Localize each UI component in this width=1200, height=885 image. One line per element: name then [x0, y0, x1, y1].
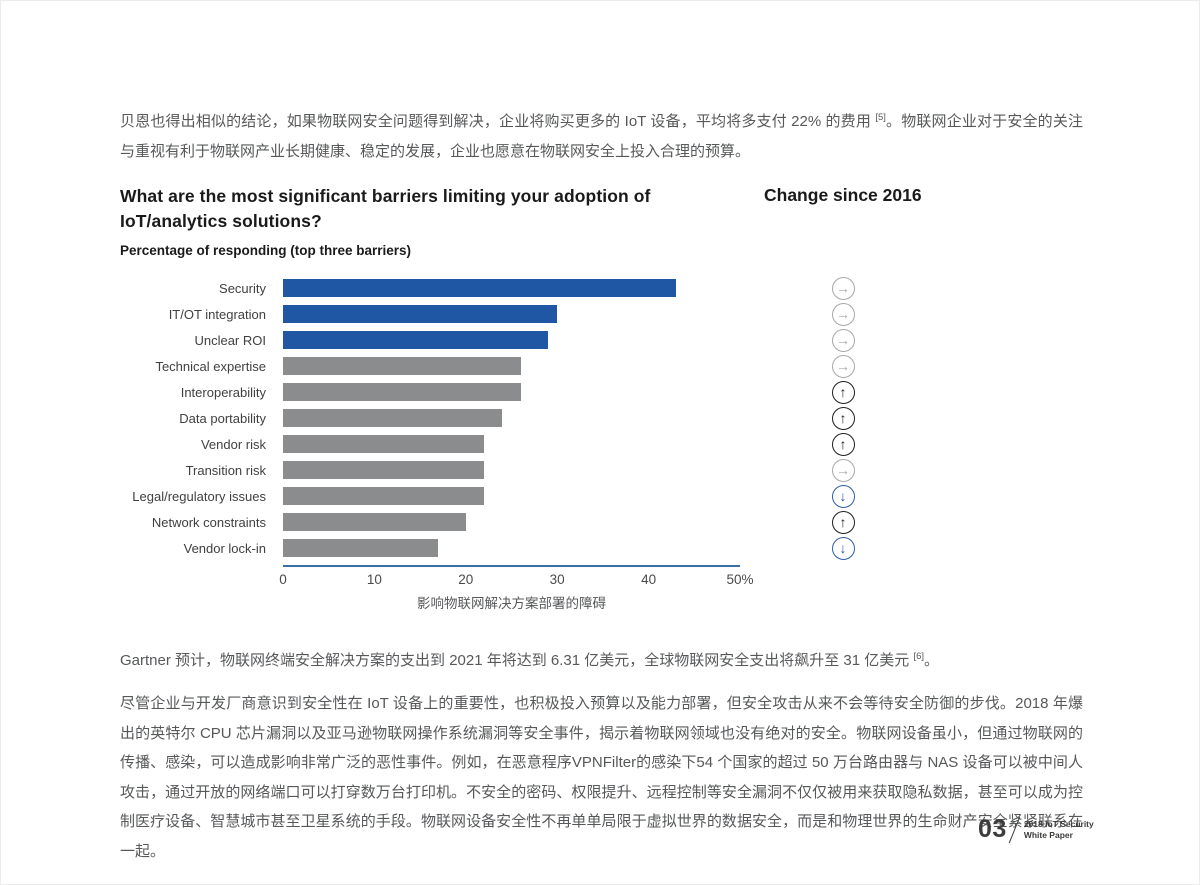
bar-category-label: Unclear ROI [194, 332, 266, 348]
chart-title: What are the most significant barriers l… [120, 186, 651, 231]
bar-value-fill [283, 435, 485, 453]
arrow-right-icon: → [831, 354, 855, 378]
gartner-paragraph: Gartner 预计，物联网终端安全解决方案的支出到 2021 年将达到 6.3… [120, 646, 1083, 676]
intro-paragraph: 贝恩也得出相似的结论，如果物联网安全问题得到解决，企业将购买更多的 IoT 设备… [120, 107, 1083, 166]
bar-value-fill [283, 279, 677, 297]
bar-category-label: Vendor risk [200, 436, 266, 452]
bar-track [283, 279, 740, 297]
change-since-2016-title: Change since 2016 [764, 185, 922, 205]
change-arrow-slot: ↑ [831, 431, 855, 457]
page-number: 03 [978, 815, 1007, 843]
bar-track [283, 487, 740, 505]
bar-track [283, 357, 740, 375]
change-arrow-column: → → → → ↑ ↑ ↑ → ↓ ↑ ↓ [831, 275, 855, 561]
bar-value-fill [283, 383, 521, 401]
bar-row: Interoperability [120, 379, 840, 405]
bar-value-fill [283, 461, 485, 479]
bar-row: Vendor risk [120, 431, 840, 457]
arrow-right-icon: → [831, 458, 855, 482]
page-footer: 03 2018 IoT Security White Paper [978, 815, 1094, 844]
bar-row: Security [120, 275, 840, 301]
bar-track [283, 513, 740, 531]
bar-row: Legal/regulatory issues [120, 483, 840, 509]
bar-value-fill [283, 357, 521, 375]
bar-track [283, 539, 740, 557]
arrow-down-icon: ↓ [831, 536, 855, 560]
bar-category-label: Interoperability [180, 384, 266, 400]
change-arrow-slot: ↑ [831, 405, 855, 431]
intro-text-part1: 贝恩也得出相似的结论，如果物联网安全问题得到解决，企业将购买更多的 IoT 设备… [120, 113, 876, 130]
change-arrow-slot: → [831, 327, 855, 353]
bar-value-fill [283, 539, 439, 557]
bar-value-fill [283, 305, 558, 323]
bar-row: Technical expertise [120, 353, 840, 379]
x-axis-tick-label: 30 [549, 572, 565, 587]
bar-row: Network constraints [120, 509, 840, 535]
bar-row: Vendor lock-in [120, 535, 840, 561]
intro-text-part2: 。物联网企业对于安全的关注与重视有利于物联网产业长期健康、稳定的发展，企业也愿意… [120, 113, 1083, 160]
bar-row: Data portability [120, 405, 840, 431]
arrow-down-icon: ↓ [831, 484, 855, 508]
bar-category-label: Security [219, 280, 266, 296]
x-axis-ticks: 0 10 20 30 40 50% [279, 572, 753, 588]
bar-category-label: Transition risk [185, 462, 266, 478]
bar-track [283, 461, 740, 479]
gartner-text-part2: 。 [924, 652, 940, 669]
change-arrow-slot: → [831, 301, 855, 327]
x-axis-caption: 影响物联网解决方案部署的障碍 [417, 596, 606, 611]
x-axis-tick-label: 0 [279, 572, 287, 587]
arrow-up-icon: ↑ [831, 406, 855, 430]
bar-category-label: IT/OT integration [168, 306, 266, 322]
footer-title-line1: 2018 IoT Security [1023, 818, 1094, 829]
change-arrow-slot: → [831, 457, 855, 483]
bar-row: Transition risk [120, 457, 840, 483]
change-arrow-slot: ↑ [831, 509, 855, 535]
change-arrow-slot: ↓ [831, 483, 855, 509]
bar-value-fill [283, 409, 503, 427]
bar-chart: Security IT/OT integration Unclear ROI Tech… [120, 275, 840, 561]
bar-row: IT/OT integration [120, 301, 840, 327]
x-axis-line [283, 565, 740, 567]
arrow-up-icon: ↑ [831, 380, 855, 404]
bar-category-label: Data portability [179, 410, 266, 426]
bar-track [283, 305, 740, 323]
arrow-up-icon: ↑ [831, 510, 855, 534]
arrow-right-icon: → [831, 302, 855, 326]
bar-row: Unclear ROI [120, 327, 840, 353]
bar-value-fill [283, 513, 466, 531]
change-arrow-slot: → [831, 353, 855, 379]
change-arrow-slot: ↓ [831, 535, 855, 561]
bar-value-fill [283, 331, 549, 349]
bar-track [283, 435, 740, 453]
arrow-right-icon: → [831, 276, 855, 300]
arrow-right-icon: → [831, 328, 855, 352]
bar-category-label: Vendor lock-in [183, 540, 266, 556]
gartner-text-part1: Gartner 预计，物联网终端安全解决方案的支出到 2021 年将达到 6.3… [120, 652, 914, 669]
x-axis-tick-label: 40 [641, 572, 657, 587]
security-paragraph: 尽管企业与开发厂商意识到安全性在 IoT 设备上的重要性，也积极投入预算以及能力… [120, 695, 1083, 860]
bar-track [283, 409, 740, 427]
x-axis-tick-label: 20 [458, 572, 474, 587]
bar-category-label: Technical expertise [155, 358, 266, 374]
footer-title-line2: White Paper [1023, 829, 1073, 840]
bar-value-fill [283, 487, 485, 505]
bar-track [283, 383, 740, 401]
bar-category-label: Legal/regulatory issues [132, 488, 266, 504]
chart-subtitle: Percentage of responding (top three barr… [120, 243, 412, 258]
footer-title: 2018 IoT Security White Paper [1024, 819, 1094, 841]
bar-track [283, 331, 740, 349]
footnote-ref-6: [6] [913, 651, 925, 662]
footnote-ref-5: [5] [875, 112, 886, 123]
footer-slash-divider [1008, 816, 1021, 843]
x-axis-tick-label: 10 [366, 572, 382, 587]
arrow-up-icon: ↑ [831, 432, 855, 456]
bar-category-label: Network constraints [151, 514, 266, 530]
x-axis-tick-label: 50% [726, 572, 754, 587]
change-arrow-slot: → [831, 275, 855, 301]
change-arrow-slot: ↑ [831, 379, 855, 405]
